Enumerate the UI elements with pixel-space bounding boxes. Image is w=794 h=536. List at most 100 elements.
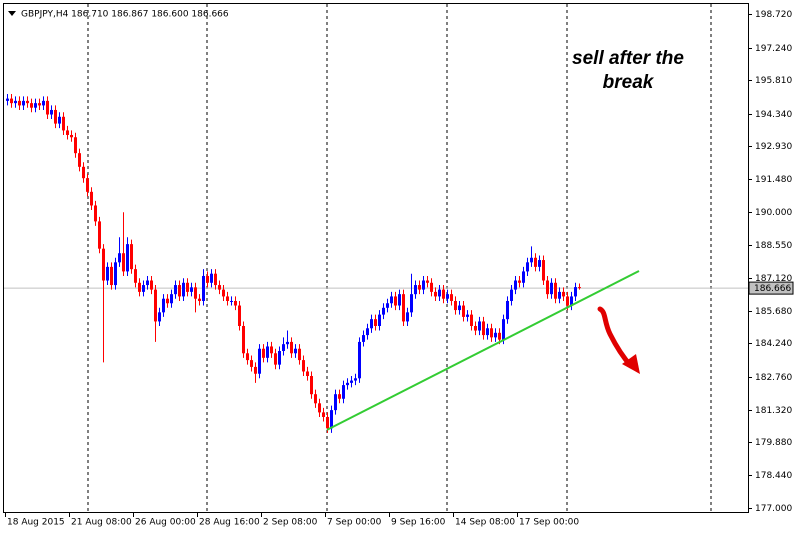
candle-body (190, 287, 193, 292)
candle-body (162, 298, 165, 313)
candle-body (246, 353, 249, 361)
candle-body (338, 394, 341, 399)
candle-body (526, 262, 529, 272)
candle-body (206, 275, 209, 283)
candle-body (534, 257, 537, 267)
candle-body (342, 385, 345, 399)
annotation: sell after the break (572, 48, 684, 93)
x-tick-label: 28 Aug 16:00 (199, 518, 260, 528)
y-tick-label: 194.340 (755, 110, 792, 120)
candle-body (154, 289, 157, 322)
candle-body (318, 403, 321, 413)
candle-body (262, 348, 265, 358)
candle-body (258, 348, 261, 374)
candle-body (382, 307, 385, 315)
candle-body (294, 348, 297, 354)
candle-body (14, 100, 17, 104)
candle-body (138, 282, 141, 292)
candle-body (574, 287, 577, 297)
annotation-line: sell after the (572, 48, 684, 69)
candle-body (422, 280, 425, 290)
candle-body (430, 282, 433, 292)
candle-body (186, 282, 189, 292)
candle-body (562, 291, 565, 297)
candle-body (18, 100, 21, 106)
y-tick-label: 195.810 (755, 76, 792, 86)
candle-body (434, 291, 437, 297)
candle-body (210, 273, 213, 283)
candle-body (178, 285, 181, 297)
candle-body (370, 319, 373, 329)
candle-body (22, 100, 25, 106)
candle-body (234, 300, 237, 306)
candle-body (414, 285, 417, 295)
candle-body (222, 289, 225, 297)
y-tick-label: 184.240 (755, 339, 792, 349)
candle-body (278, 351, 281, 365)
candle-body (270, 346, 273, 354)
candle-body (26, 100, 29, 104)
y-tick-label: 179.880 (755, 438, 792, 448)
y-tick-label: 177.000 (755, 504, 792, 514)
x-tick-label: 17 Sep 00:00 (519, 518, 579, 528)
candle-body (42, 100, 45, 106)
candle-body (558, 291, 561, 299)
arrow (597, 306, 634, 369)
candle-body (106, 266, 109, 281)
menu-triangle[interactable] (8, 11, 16, 16)
candle-body (510, 289, 513, 301)
candle-body (250, 360, 253, 367)
candle-body (530, 257, 533, 263)
candle-body (550, 282, 553, 295)
candle-body (322, 412, 325, 417)
candle-body (402, 294, 405, 322)
candle-body (130, 244, 133, 270)
y-tick-label: 182.760 (755, 373, 792, 383)
candle-body (502, 319, 505, 340)
candle-body (386, 303, 389, 308)
candle-body (238, 305, 241, 326)
candle-body (298, 348, 301, 361)
candle-body (66, 130, 69, 135)
y-tick-label: 191.480 (755, 175, 792, 185)
y-tick-label: 188.550 (755, 241, 792, 251)
candle-body (122, 253, 125, 272)
y-tick-label: 192.930 (755, 142, 792, 152)
candle-body (266, 346, 269, 358)
candle-body (578, 287, 581, 289)
candle-body (302, 360, 305, 372)
last-price-box (748, 281, 794, 295)
candle-body (446, 294, 449, 299)
candle-body (518, 280, 521, 283)
x-tick-label: 21 Aug 08:00 (71, 518, 132, 528)
candle-body (546, 280, 549, 295)
candle-body (274, 353, 277, 365)
candle-body (194, 287, 197, 299)
candle-body (86, 178, 89, 192)
x-tick-label: 9 Sep 16:00 (391, 518, 446, 528)
candle-body (538, 260, 541, 267)
candle-body (522, 271, 525, 283)
candle-body (390, 296, 393, 304)
candle-body (62, 116, 65, 131)
candle-body (454, 300, 457, 311)
x-tick-label: 2 Sep 08:00 (263, 518, 318, 528)
candle-body (218, 285, 221, 290)
candle-body (58, 116, 61, 124)
candle-body (254, 366, 257, 374)
candle-body (10, 98, 13, 104)
arrow-head (622, 354, 640, 374)
candle-body (6, 98, 9, 101)
candle-body (150, 280, 153, 290)
y-tick-label: 190.000 (755, 208, 792, 218)
candle-body (458, 305, 461, 311)
x-tick-label: 18 Aug 2015 (7, 518, 65, 528)
x-tick-label: 7 Sep 00:00 (327, 518, 382, 528)
candle-body (334, 394, 337, 411)
candle-body (394, 296, 397, 306)
candle-body (554, 282, 557, 299)
candle-body (46, 100, 49, 115)
candle-body (478, 321, 481, 331)
